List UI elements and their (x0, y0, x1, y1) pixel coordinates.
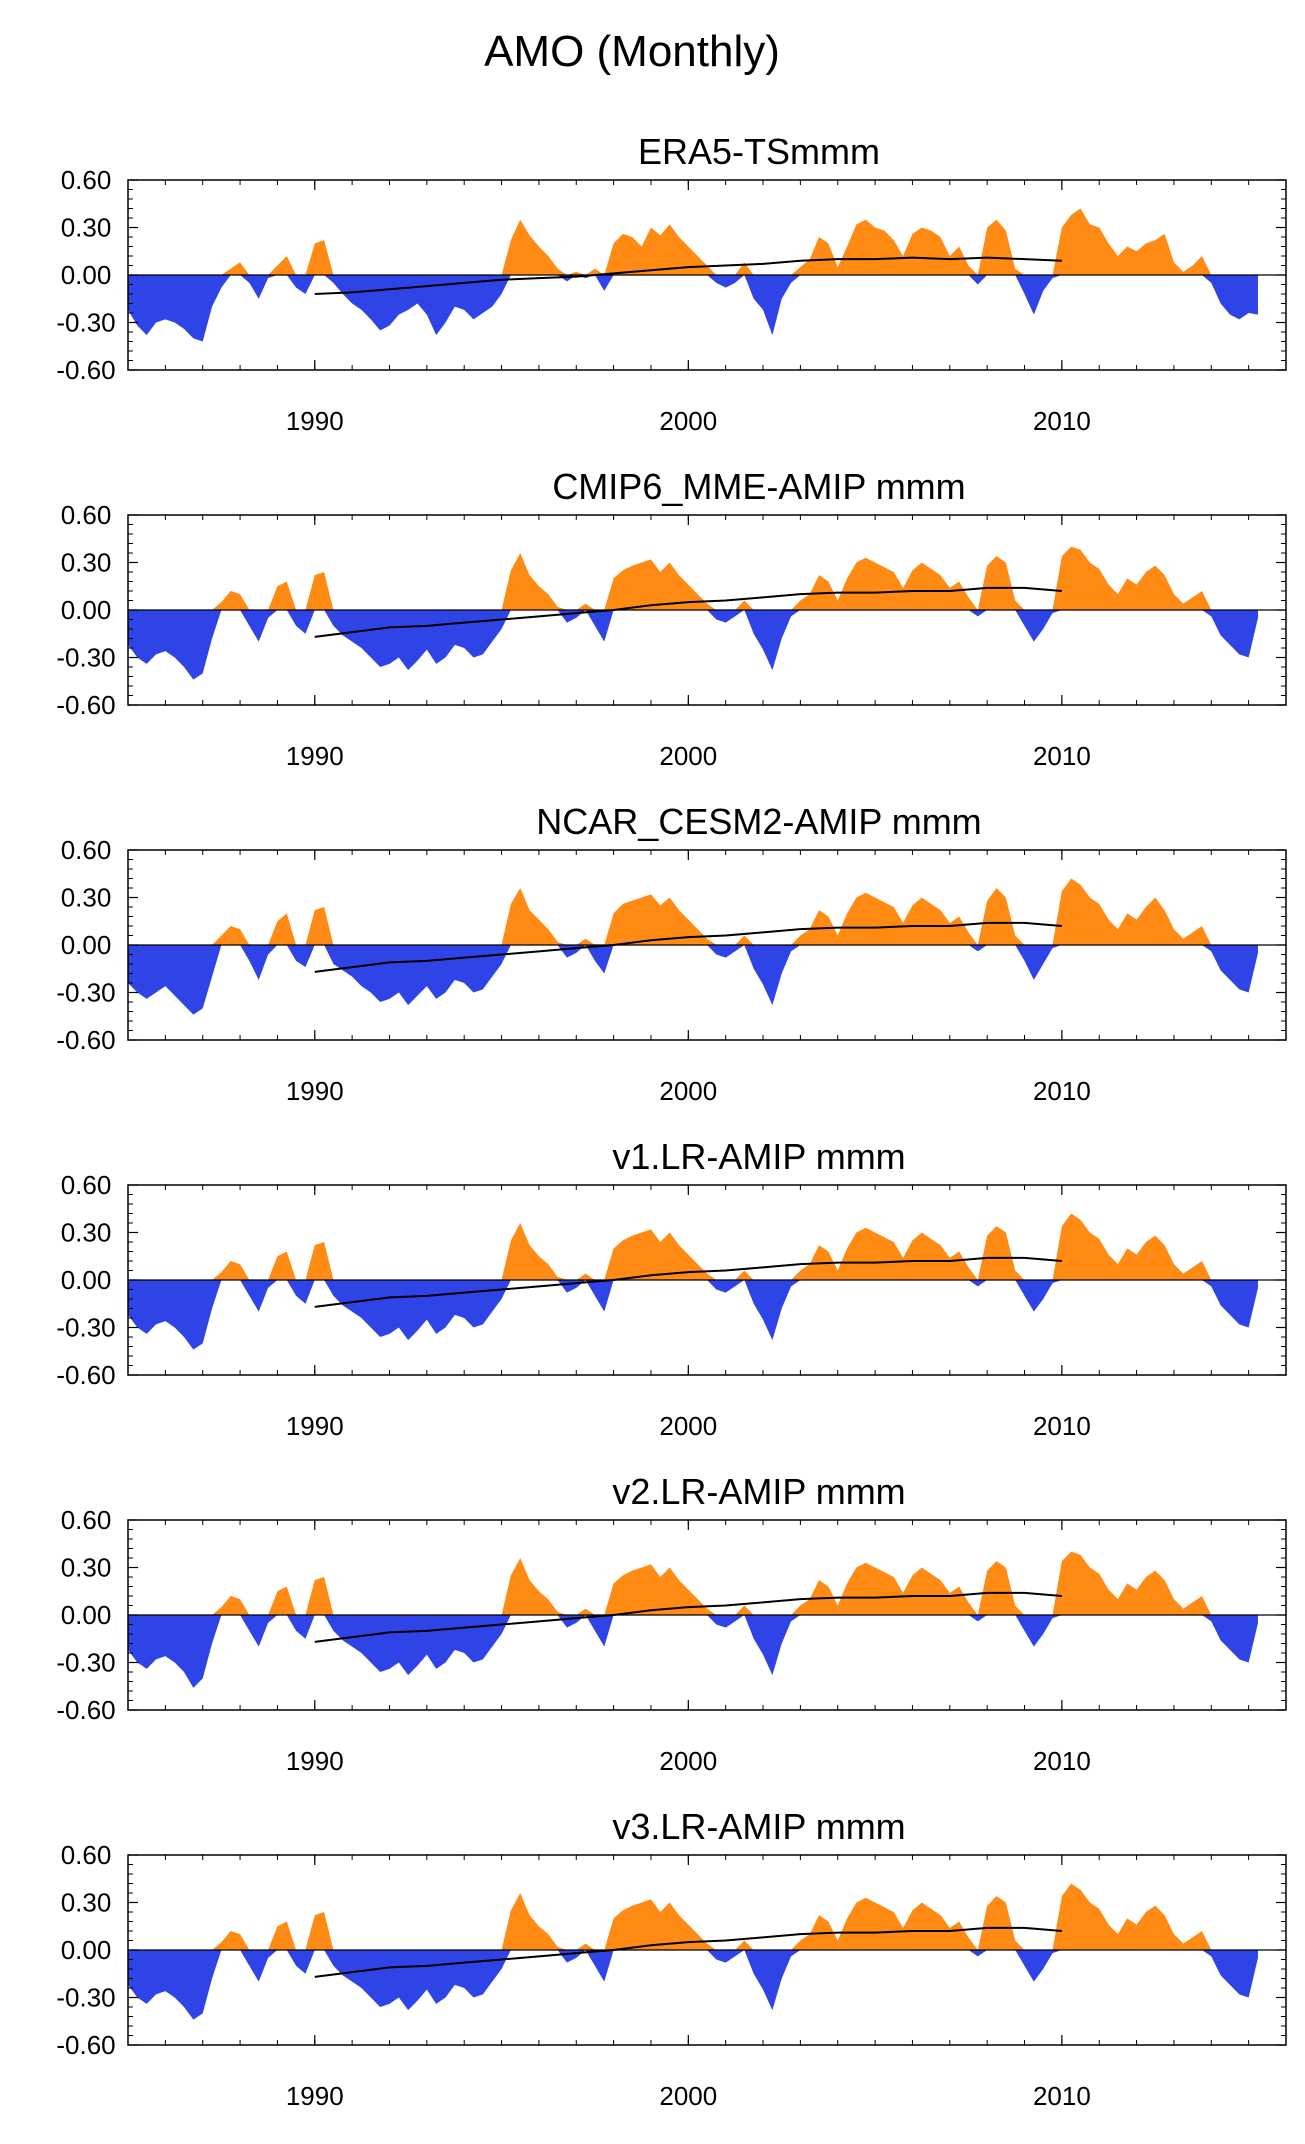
y-tick-label: 0.00 (61, 930, 112, 960)
negative-anomaly-area (128, 275, 1258, 342)
x-tick-label: 1990 (286, 1076, 344, 1106)
panel-title: v3.LR-AMIP mmm (612, 1806, 905, 1847)
x-tick-label: 2010 (1033, 741, 1091, 771)
positive-anomaly-area (128, 208, 1258, 275)
y-tick-label: -0.30 (56, 1313, 115, 1343)
y-tick-label: 0.60 (61, 500, 112, 530)
positive-anomaly-area (128, 546, 1258, 610)
y-tick-label: -0.30 (56, 1983, 115, 2013)
y-tick-label: 0.60 (61, 835, 112, 865)
y-tick-label: 0.30 (61, 1553, 112, 1583)
anomaly-area (128, 546, 1258, 680)
x-tick-label: 2000 (659, 741, 717, 771)
x-tick-label: 1990 (286, 2081, 344, 2111)
positive-anomaly-area (128, 878, 1258, 945)
panel-title: ERA5-TSmmm (638, 131, 880, 172)
trend-line (314, 1591, 1062, 1643)
y-tick-label: -0.60 (56, 355, 115, 385)
negative-anomaly-area (128, 945, 1258, 1015)
x-tick-label: 2000 (659, 406, 717, 436)
x-tick-label: 1990 (286, 406, 344, 436)
y-tick-label: -0.60 (56, 690, 115, 720)
anomaly-area (128, 1551, 1258, 1688)
panels-container: ERA5-TSmmm 0.60 0.30 0.00 -0.30 -0.60 1990 2000… (56, 131, 1287, 2111)
positive-anomaly-area (128, 1551, 1258, 1615)
positive-anomaly-area (128, 1213, 1258, 1280)
y-tick-label: 0.60 (61, 1505, 112, 1535)
panel-4: v1.LR-AMIP mmm 0.60 0.30 0.00 -0.30 -0.60 1990… (56, 1136, 1287, 1441)
negative-anomaly-area (128, 1950, 1258, 2020)
trend-line (314, 921, 1062, 973)
y-tick-label: -0.60 (56, 1360, 115, 1390)
anomaly-area (128, 1213, 1258, 1350)
panel-title: v1.LR-AMIP mmm (612, 1136, 905, 1177)
y-tick-label: 0.00 (61, 1600, 112, 1630)
panel-title: CMIP6_MME-AMIP mmm (552, 466, 965, 507)
y-tick-label: 0.00 (61, 595, 112, 625)
y-tick-label: 0.30 (61, 1218, 112, 1248)
panel-6: v3.LR-AMIP mmm 0.60 0.30 0.00 -0.30 -0.60 1990… (56, 1806, 1287, 2111)
positive-anomaly-area (128, 1883, 1258, 1950)
trend-line (314, 586, 1062, 638)
trend-line (314, 1926, 1062, 1978)
y-tick-label: -0.30 (56, 643, 115, 673)
x-tick-label: 2010 (1033, 2081, 1091, 2111)
x-tick-label: 1990 (286, 1746, 344, 1776)
y-tick-label: 0.60 (61, 1170, 112, 1200)
y-tick-label: -0.30 (56, 978, 115, 1008)
anomaly-area (128, 208, 1258, 342)
y-tick-label: 0.30 (61, 213, 112, 243)
y-tick-label: 0.30 (61, 1888, 112, 1918)
panel-2: CMIP6_MME-AMIP mmm 0.60 0.30 0.00 -0.30 -0.60… (56, 466, 1287, 771)
trend-line (314, 256, 1062, 295)
y-tick-label: -0.60 (56, 1695, 115, 1725)
y-tick-label: 0.30 (61, 883, 112, 913)
figure-title: AMO (Monthly) (484, 27, 780, 76)
panel-title: NCAR_CESM2-AMIP mmm (536, 801, 981, 842)
panel-1: ERA5-TSmmm 0.60 0.30 0.00 -0.30 -0.60 1990 2000… (56, 131, 1287, 436)
anomaly-area (128, 1883, 1258, 2020)
x-tick-label: 1990 (286, 1411, 344, 1441)
y-tick-label: -0.60 (56, 1025, 115, 1055)
negative-anomaly-area (128, 1615, 1258, 1688)
x-tick-label: 2010 (1033, 1076, 1091, 1106)
trend-line (314, 1256, 1062, 1308)
x-tick-label: 2010 (1033, 1746, 1091, 1776)
x-tick-label: 2000 (659, 2081, 717, 2111)
y-tick-label: -0.30 (56, 308, 115, 338)
y-tick-label: 0.00 (61, 260, 112, 290)
panel-title: v2.LR-AMIP mmm (612, 1471, 905, 1512)
negative-anomaly-area (128, 1280, 1258, 1350)
y-tick-label: 0.30 (61, 548, 112, 578)
y-tick-label: -0.60 (56, 2030, 115, 2060)
x-tick-label: 2000 (659, 1076, 717, 1106)
x-tick-label: 2010 (1033, 406, 1091, 436)
y-tick-label: -0.30 (56, 1648, 115, 1678)
y-tick-label: 0.00 (61, 1935, 112, 1965)
x-tick-label: 2000 (659, 1411, 717, 1441)
y-tick-label: 0.60 (61, 1840, 112, 1870)
x-tick-label: 2000 (659, 1746, 717, 1776)
y-tick-label: 0.00 (61, 1265, 112, 1295)
anomaly-area (128, 878, 1258, 1015)
panel-3: NCAR_CESM2-AMIP mmm 0.60 0.30 0.00 -0.30 -0.6… (56, 801, 1287, 1106)
x-tick-label: 2010 (1033, 1411, 1091, 1441)
x-tick-label: 1990 (286, 741, 344, 771)
negative-anomaly-area (128, 610, 1258, 680)
y-tick-label: 0.60 (61, 165, 112, 195)
panel-5: v2.LR-AMIP mmm 0.60 0.30 0.00 -0.30 -0.60 1990… (56, 1471, 1287, 1776)
